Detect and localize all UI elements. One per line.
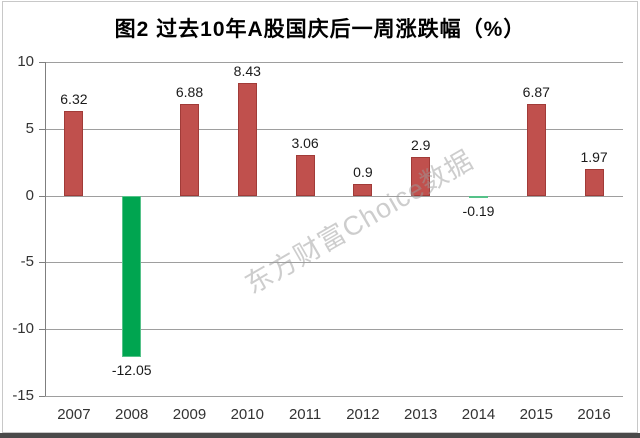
y-tick--5 bbox=[39, 262, 45, 264]
y-tick-10 bbox=[39, 62, 45, 63]
y-axis-line bbox=[45, 62, 46, 396]
y-tick-5 bbox=[39, 128, 45, 130]
x-axis-label-2007: 2007 bbox=[57, 406, 91, 423]
bar-value-label-2008: -12.05 bbox=[111, 361, 152, 378]
bar-value-label-2016: 1.97 bbox=[580, 149, 608, 166]
gridline-10 bbox=[45, 62, 623, 63]
bar-value-label-2012: 0.9 bbox=[353, 163, 373, 180]
bar-value-label-2010: 8.43 bbox=[233, 62, 261, 79]
x-axis-label-2010: 2010 bbox=[230, 406, 264, 423]
x-axis-label-2013: 2013 bbox=[404, 406, 438, 423]
bar-value-label-2014: -0.19 bbox=[462, 203, 495, 220]
x-axis-label-2009: 2009 bbox=[172, 406, 207, 423]
y-axis-label-0: 0 bbox=[25, 186, 34, 204]
x-axis-label-2016: 2016 bbox=[577, 406, 611, 423]
gridline-0 bbox=[45, 195, 623, 197]
bar-2010 bbox=[237, 82, 257, 196]
x-axis-label-2008: 2008 bbox=[115, 406, 149, 423]
bar-value-label-2009: 6.88 bbox=[175, 83, 204, 100]
bottom-border-bar bbox=[0, 433, 640, 438]
y-axis-label--10: -10 bbox=[12, 320, 34, 338]
y-axis-label-5: 5 bbox=[25, 119, 34, 137]
bar-value-label-2013: 2.9 bbox=[410, 136, 431, 153]
gridline--15 bbox=[45, 396, 623, 397]
y-axis-label--5: -5 bbox=[20, 253, 34, 271]
bar-2012 bbox=[353, 183, 373, 196]
bar-2008 bbox=[122, 195, 142, 357]
bar-2016 bbox=[584, 169, 604, 196]
y-axis-label--15: -15 bbox=[12, 387, 34, 404]
y-tick--15 bbox=[39, 396, 45, 397]
bar-2009 bbox=[180, 103, 199, 196]
bar-2013 bbox=[411, 156, 431, 196]
x-axis-label-2011: 2011 bbox=[288, 406, 322, 423]
gridline--10 bbox=[45, 329, 623, 331]
bar-2007 bbox=[64, 111, 84, 196]
y-axis-label-10: 10 bbox=[17, 53, 34, 70]
bar-value-label-2011: 3.06 bbox=[291, 134, 319, 151]
bar-2014 bbox=[469, 195, 488, 199]
bar-2011 bbox=[295, 154, 315, 196]
bar-2015 bbox=[526, 103, 546, 196]
gridline--5 bbox=[45, 262, 623, 264]
y-tick-0 bbox=[39, 195, 45, 197]
x-axis-label-2015: 2015 bbox=[519, 406, 553, 423]
chart-title: 图2 过去10年A股国庆后一周涨跌幅（%） bbox=[114, 18, 526, 41]
y-tick--10 bbox=[39, 329, 45, 331]
bar-value-label-2007: 6.32 bbox=[60, 91, 88, 108]
gridline-5 bbox=[45, 128, 623, 130]
x-axis-label-2014: 2014 bbox=[461, 406, 496, 423]
bar-value-label-2015: 6.87 bbox=[522, 83, 550, 100]
x-axis-label-2012: 2012 bbox=[346, 406, 380, 423]
